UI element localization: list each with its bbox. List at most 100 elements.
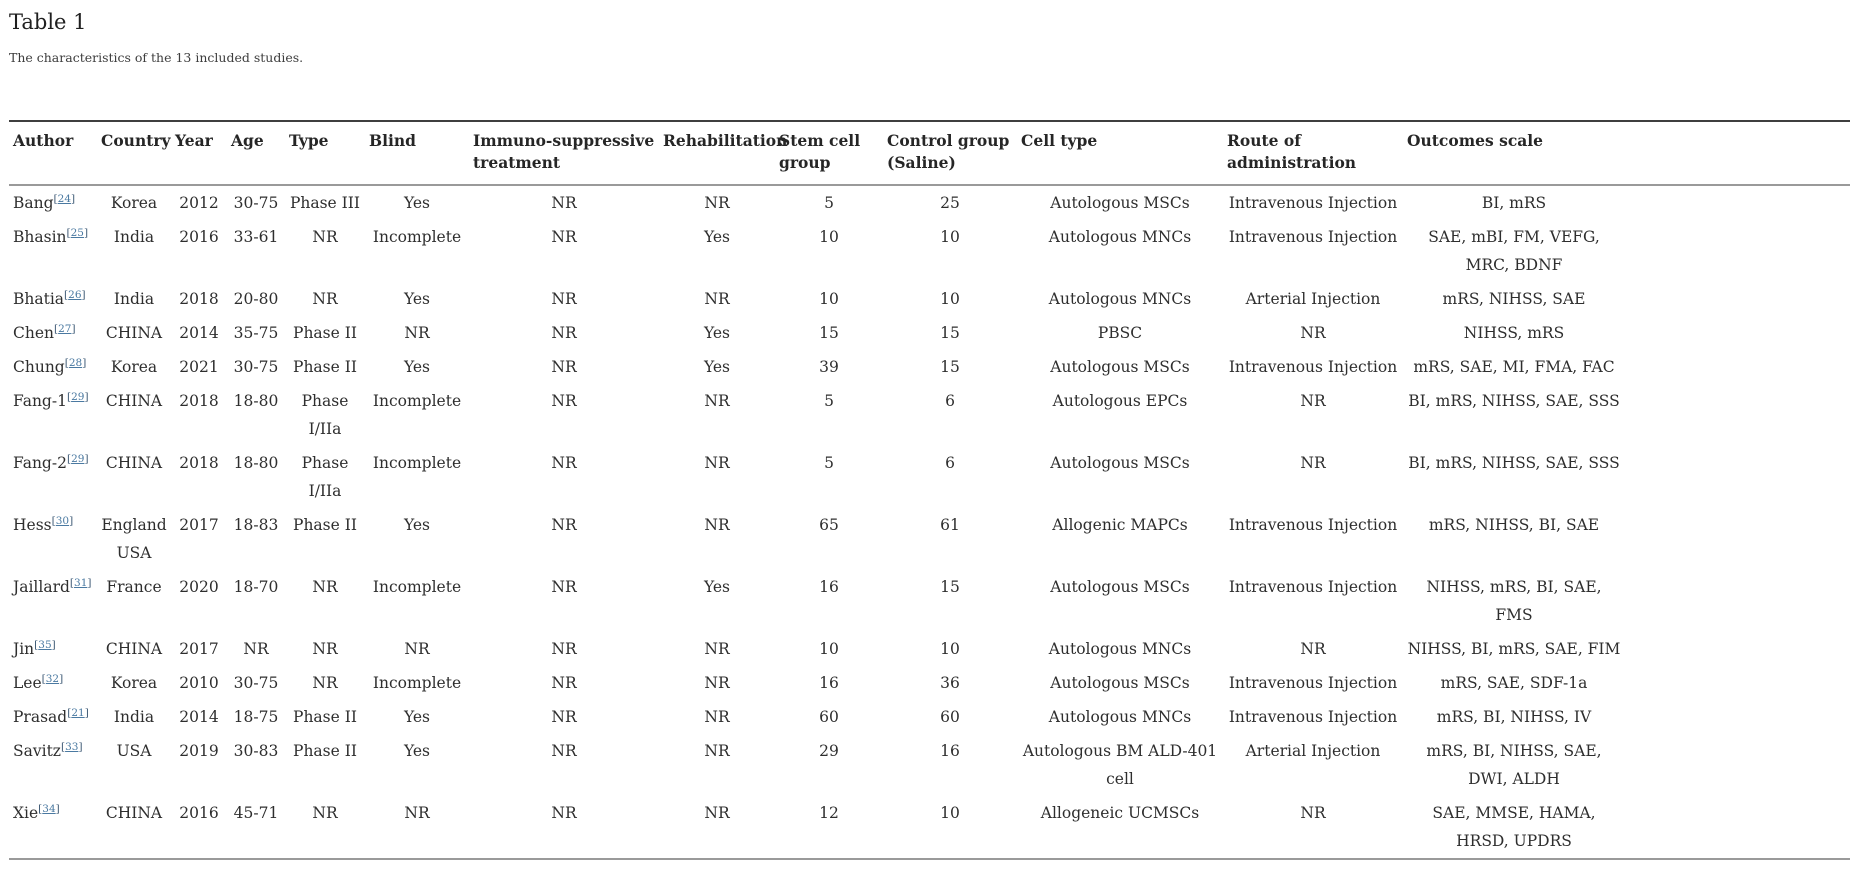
- cell-country: France: [106, 578, 162, 596]
- cell-outcomes-scale: mRS, BI, NIHSS, IV: [1436, 708, 1592, 726]
- cell-blind: NR: [404, 324, 430, 342]
- cell-route: NR: [1300, 454, 1326, 472]
- cell-stem-cell-group: 10: [819, 640, 839, 658]
- spacer-cell: [1625, 508, 1850, 570]
- column-header-author: Author: [9, 121, 97, 186]
- cell-rehabilitation: Yes: [703, 324, 730, 342]
- cell-stem-cell-group: 39: [819, 358, 839, 376]
- cell-outcomes-scale: mRS, SAE, MI, FMA, FAC: [1413, 358, 1615, 376]
- citation-link[interactable]: 31: [74, 576, 88, 589]
- characteristics-table: Author Country Year Age Type Blind Immun…: [9, 120, 1850, 860]
- cell-type: NR: [312, 640, 338, 658]
- cell-outcomes-scale: SAE, mBI, FM, VEFG, MRC, BDNF: [1428, 228, 1600, 274]
- cell-type: Phase II: [293, 708, 357, 726]
- cell-country: India: [113, 228, 155, 246]
- cell-age: 30-75: [233, 674, 279, 692]
- column-header-route-of-administration: Route of administration: [1223, 121, 1403, 186]
- citation-link[interactable]: 25: [70, 226, 84, 239]
- cell-country: USA: [116, 742, 152, 760]
- cell-immuno-suppressive: NR: [551, 640, 577, 658]
- study-row: Chen[27] CHINA 2014 35-75 Phase II NR NR Yes 15 1…: [9, 316, 1850, 350]
- citation-link[interactable]: 21: [71, 706, 85, 719]
- citation-superscript: [24]: [53, 192, 76, 205]
- citation-link[interactable]: 28: [68, 356, 83, 369]
- cell-blind: Yes: [403, 290, 430, 308]
- citation-link[interactable]: 30: [55, 514, 70, 527]
- study-row: Hess[30] England USA 2017 18-83 Phase II Yes N…: [9, 508, 1850, 570]
- cell-country: Korea: [110, 358, 158, 376]
- cell-rehabilitation: Yes: [703, 228, 730, 246]
- cell-outcomes-scale: NIHSS, mRS, BI, SAE, FMS: [1426, 578, 1602, 624]
- citation-superscript: [25]: [66, 226, 89, 239]
- spacer-cell: [1625, 446, 1850, 508]
- study-row: Fang-1[29] CHINA 2018 18-80 Phase I/IIa Incom…: [9, 384, 1850, 446]
- cell-cell-type: Autologous MSCs: [1050, 674, 1190, 692]
- cell-type: Phase II: [293, 358, 357, 376]
- cell-stem-cell-group: 29: [819, 742, 839, 760]
- cell-age: 18-83: [233, 516, 279, 534]
- author-cell: Xie[34]: [13, 802, 60, 822]
- cell-age: 30-75: [233, 358, 279, 376]
- cell-cell-type: Autologous MNCs: [1048, 708, 1192, 726]
- author-cell: Hess[30]: [13, 514, 74, 534]
- cell-control-group: 61: [940, 516, 960, 534]
- citation-link[interactable]: 33: [65, 740, 79, 753]
- cell-outcomes-scale: mRS, SAE, SDF-1a: [1440, 674, 1588, 692]
- cell-country: CHINA: [105, 640, 163, 658]
- cell-type: Phase I/IIa: [301, 454, 349, 500]
- study-row: Chung[28] Korea 2021 30-75 Phase II Yes NR Yes 3…: [9, 350, 1850, 384]
- cell-outcomes-scale: SAE, MMSE, HAMA, HRSD, UPDRS: [1432, 804, 1596, 850]
- spacer-cell: [1625, 796, 1850, 859]
- cell-age: 18-75: [233, 708, 279, 726]
- cell-control-group: 10: [940, 640, 960, 658]
- citation-link[interactable]: 27: [58, 322, 72, 335]
- cell-year: 2016: [179, 804, 219, 822]
- citation-link[interactable]: 29: [71, 452, 85, 465]
- citation-link[interactable]: 34: [42, 802, 56, 815]
- study-row: Xie[34] CHINA 2016 45-71 NR NR NR NR 12 10 Allogen…: [9, 796, 1850, 859]
- cell-blind: Yes: [403, 708, 430, 726]
- cell-country: CHINA: [105, 804, 163, 822]
- spacer-cell: [1625, 570, 1850, 632]
- citation-superscript: [29]: [66, 452, 89, 465]
- author-cell: Bhatia[26]: [13, 288, 86, 308]
- study-row: Jaillard[31] France 2020 18-70 NR Incomplete N…: [9, 570, 1850, 632]
- cell-stem-cell-group: 5: [824, 194, 834, 212]
- spacer-cell: [1625, 350, 1850, 384]
- study-row: Fang-2[29] CHINA 2018 18-80 Phase I/IIa Incom…: [9, 446, 1850, 508]
- citation-superscript: [31]: [69, 576, 92, 589]
- column-header-outcomes-scale: Outcomes scale: [1403, 121, 1625, 186]
- column-header-year: Year: [171, 121, 227, 186]
- citation-superscript: [34]: [38, 802, 60, 815]
- spacer-cell: [1625, 384, 1850, 446]
- cell-blind: NR: [404, 640, 430, 658]
- author-cell: Prasad[21]: [13, 706, 89, 726]
- citation-superscript: [35]: [34, 638, 56, 651]
- cell-control-group: 16: [940, 742, 960, 760]
- cell-age: 18-70: [233, 578, 279, 596]
- citation-link[interactable]: 32: [45, 672, 60, 685]
- cell-year: 2017: [179, 516, 219, 534]
- table-caption: The characteristics of the 13 included s…: [9, 50, 304, 65]
- study-row: Savitz[33] USA 2019 30-83 Phase II Yes NR NR 29 1…: [9, 734, 1850, 796]
- citation-superscript: [28]: [64, 356, 87, 369]
- cell-age: 18-80: [233, 454, 279, 472]
- cell-blind: Incomplete: [372, 454, 462, 472]
- cell-country: CHINA: [105, 392, 163, 410]
- author-cell: Jin[35]: [13, 638, 56, 658]
- cell-outcomes-scale: NIHSS, mRS: [1463, 324, 1565, 342]
- cell-type: Phase II: [293, 516, 357, 534]
- cell-rehabilitation: Yes: [703, 358, 730, 376]
- citation-link[interactable]: 24: [57, 192, 72, 205]
- author-cell: Bang[24]: [13, 192, 76, 212]
- citation-link[interactable]: 29: [71, 390, 85, 403]
- cell-stem-cell-group: 10: [819, 228, 839, 246]
- citation-link[interactable]: 26: [68, 288, 82, 301]
- cell-country: Korea: [110, 674, 158, 692]
- cell-type: Phase I/IIa: [301, 392, 349, 438]
- cell-outcomes-scale: mRS, NIHSS, SAE: [1442, 290, 1586, 308]
- cell-blind: NR: [404, 804, 430, 822]
- spacer-cell: [1625, 666, 1850, 700]
- cell-cell-type: Autologous MSCs: [1050, 454, 1190, 472]
- citation-link[interactable]: 35: [38, 638, 52, 651]
